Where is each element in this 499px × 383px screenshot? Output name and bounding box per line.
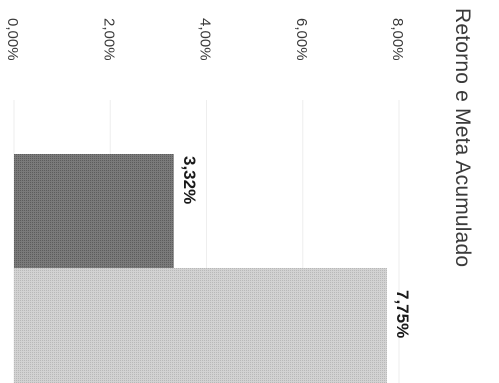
bar: [14, 154, 174, 268]
tick-label: 4,00%: [197, 18, 214, 61]
chart-title-container: Retorno e Meta Acumulado: [451, 8, 494, 376]
bar: [14, 268, 387, 383]
tick-label: 2,00%: [100, 18, 117, 61]
data-label: 3,32%: [180, 156, 199, 204]
chart-title: Retorno e Meta Acumulado: [451, 8, 474, 268]
tick-label: 0,00%: [4, 18, 21, 61]
data-label: 7,75%: [393, 290, 412, 338]
tick-label: 8,00%: [389, 18, 406, 61]
tick-label: 6,00%: [293, 18, 310, 61]
